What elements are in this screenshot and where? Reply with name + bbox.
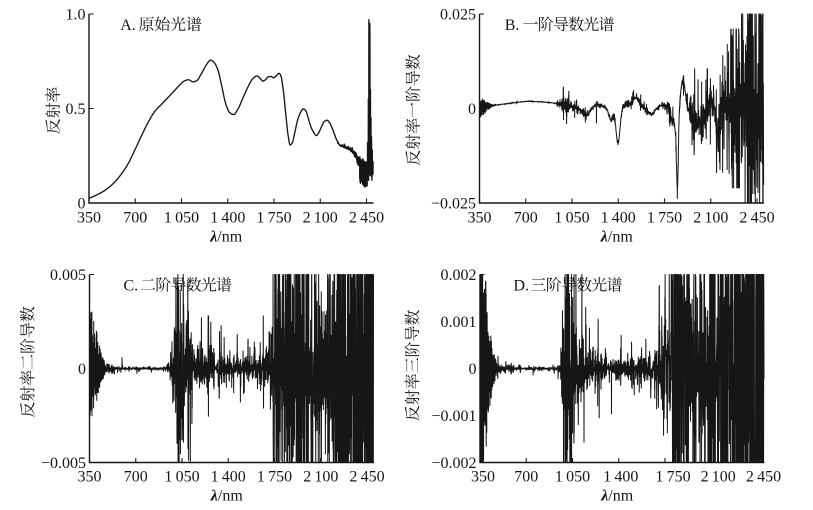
- svg-text:1 750: 1 750: [256, 210, 291, 227]
- svg-text:2 450: 2 450: [349, 210, 384, 227]
- svg-text:−0.001: −0.001: [431, 408, 476, 425]
- svg-text:1 050: 1 050: [164, 210, 199, 227]
- svg-text:700: 700: [514, 210, 538, 227]
- svg-text:0: 0: [78, 196, 86, 213]
- svg-text:0.001: 0.001: [441, 314, 477, 331]
- svg-text:1 750: 1 750: [257, 469, 292, 486]
- svg-text:350: 350: [78, 469, 102, 486]
- svg-text:0: 0: [469, 361, 477, 378]
- svg-text:1 400: 1 400: [211, 469, 246, 486]
- svg-text:B.: B.: [505, 17, 520, 34]
- svg-text:0.025: 0.025: [440, 7, 476, 24]
- svg-text:0: 0: [468, 101, 476, 118]
- svg-text:1 050: 1 050: [554, 210, 589, 227]
- svg-text:0.5: 0.5: [66, 101, 86, 118]
- svg-text:2 450: 2 450: [746, 469, 781, 486]
- svg-text:0.005: 0.005: [50, 267, 86, 284]
- svg-text:2 100: 2 100: [701, 469, 736, 486]
- svg-text:−0.025: −0.025: [431, 196, 476, 213]
- svg-text:C.: C.: [124, 278, 139, 295]
- svg-text:0.002: 0.002: [441, 267, 477, 284]
- svg-text:2 100: 2 100: [693, 210, 728, 227]
- svg-text:D.: D.: [514, 278, 530, 295]
- svg-text:350: 350: [471, 469, 495, 486]
- svg-text:λ/nm: λ/nm: [209, 229, 243, 246]
- svg-text:2 450: 2 450: [739, 210, 774, 227]
- svg-text:A.: A.: [120, 17, 136, 34]
- svg-text:700: 700: [123, 210, 147, 227]
- svg-text:−0.002: −0.002: [431, 455, 476, 472]
- svg-text:−0.005: −0.005: [41, 455, 86, 472]
- svg-text:λ/nm: λ/nm: [600, 488, 634, 505]
- svg-text:1.0: 1.0: [66, 7, 86, 24]
- svg-text:λ/nm: λ/nm: [600, 229, 634, 246]
- svg-text:700: 700: [124, 469, 148, 486]
- svg-text:1 400: 1 400: [210, 210, 245, 227]
- svg-text:2 450: 2 450: [349, 469, 384, 486]
- svg-text:0: 0: [78, 361, 86, 378]
- svg-text:1 750: 1 750: [647, 210, 682, 227]
- svg-text:1 400: 1 400: [601, 210, 636, 227]
- svg-text:2 100: 2 100: [303, 210, 338, 227]
- svg-text:350: 350: [468, 210, 492, 227]
- svg-text:1 050: 1 050: [555, 469, 590, 486]
- svg-text:1 400: 1 400: [603, 469, 638, 486]
- svg-text:λ/nm: λ/nm: [210, 488, 244, 505]
- svg-text:1 750: 1 750: [655, 469, 690, 486]
- svg-text:2 100: 2 100: [303, 469, 338, 486]
- svg-text:350: 350: [77, 210, 101, 227]
- svg-text:1 050: 1 050: [164, 469, 199, 486]
- svg-text:700: 700: [514, 469, 538, 486]
